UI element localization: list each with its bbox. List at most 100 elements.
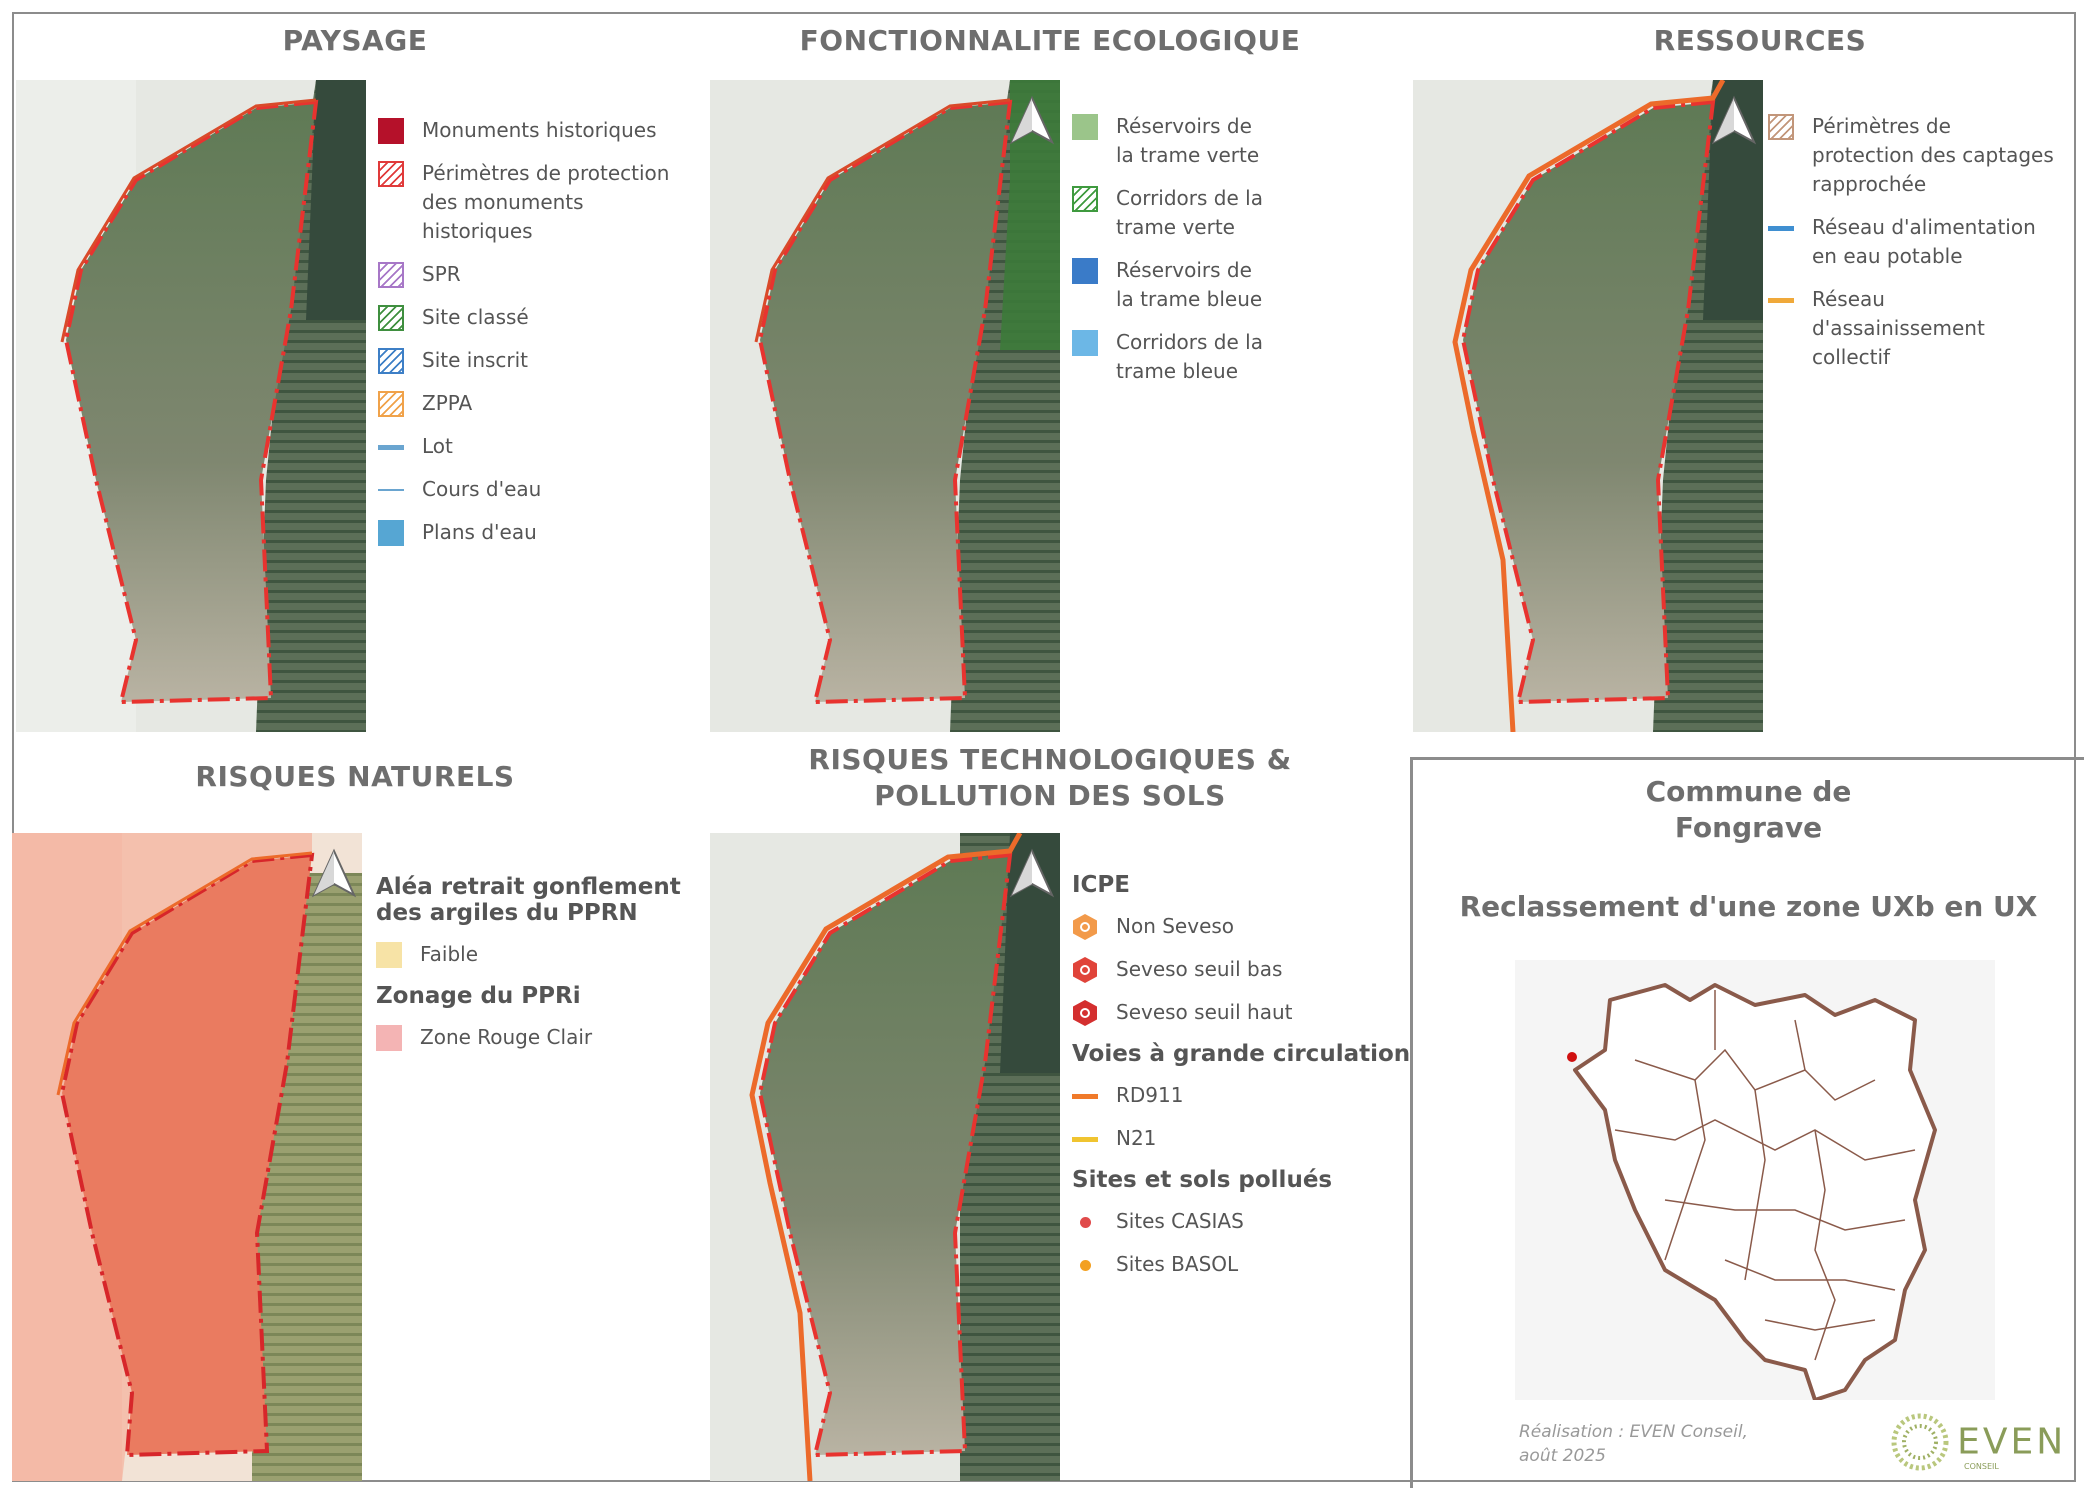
legend-item-label: Sites BASOL <box>1116 1252 1239 1276</box>
legend-item: Cours d'eau <box>378 475 678 504</box>
legend-item-label: Seveso seuil bas <box>1116 957 1283 981</box>
legend-item: Faible <box>376 940 696 969</box>
legend-item-label: Corridors de la trame verte <box>1116 186 1263 239</box>
dot-icon <box>1072 1209 1098 1235</box>
swatch <box>1072 114 1098 140</box>
swatch <box>378 305 404 331</box>
legend-item: ZPPA <box>378 389 678 418</box>
map-risques-naturels <box>12 833 362 1481</box>
legend-item-label: Monuments historiques <box>422 118 657 142</box>
map-paysage <box>16 80 366 732</box>
legend-item: Sites CASIAS <box>1072 1207 1412 1236</box>
north-arrow-icon <box>1711 95 1757 145</box>
aerial-photo <box>1413 80 1763 732</box>
legend-item-label: Sites CASIAS <box>1116 1209 1244 1233</box>
legend-item-label: Corridors de la trame bleue <box>1116 330 1263 383</box>
legend-item-label: ZPPA <box>422 391 473 415</box>
hexagon-icon <box>1072 957 1098 983</box>
legend-item-label: Faible <box>420 942 479 966</box>
aerial-photo <box>12 833 362 1481</box>
legend-heading: ICPE <box>1072 872 1131 898</box>
commune-title: Commune de Fongrave <box>1645 775 1852 844</box>
swatch <box>1768 287 1794 313</box>
legend-item: RD911 <box>1072 1081 1412 1110</box>
commune-map <box>1515 960 1995 1402</box>
legend-item-label: Non Seveso <box>1116 914 1235 938</box>
swatch <box>378 262 404 288</box>
legend-item: Non Seveso <box>1072 912 1412 941</box>
panel-title-fonctionnalite: FONCTIONNALITE ECOLOGIQUE <box>799 24 1301 57</box>
legend-item: Site classé <box>378 303 678 332</box>
legend-item-label: Lot <box>422 434 453 458</box>
north-arrow-icon <box>1009 848 1055 898</box>
panel-title-risques-naturels: RISQUES NATURELS <box>195 760 515 793</box>
even-logo-text: EVEN <box>1957 1421 2067 1463</box>
swatch <box>378 161 404 187</box>
hexagon-icon <box>1072 914 1098 940</box>
swatch <box>1768 215 1794 241</box>
legend-item: Lot <box>378 432 678 461</box>
legend-item-label: Zone Rouge Clair <box>420 1025 593 1049</box>
legend-item: Zone Rouge Clair <box>376 1023 696 1052</box>
hexagon-icon <box>1072 1000 1098 1026</box>
legend-item-label: Réseau d'alimentation en eau potable <box>1812 215 2036 268</box>
swatch <box>1072 330 1098 356</box>
legend-risques-techno: ICPE Non Seveso Seveso seuil bas Seveso se… <box>1072 866 1412 1293</box>
legend-item-label: Cours d'eau <box>422 477 542 501</box>
swatch <box>376 1025 402 1051</box>
swatch <box>378 477 404 503</box>
legend-item-label: Site classé <box>422 305 529 329</box>
commune-inset: Commune de Fongrave Reclassement d'une z… <box>1410 757 2084 1488</box>
legend-item: Réseau d'alimentation en eau potable <box>1768 213 2058 271</box>
swatch <box>378 348 404 374</box>
aerial-photo <box>16 80 366 732</box>
map-risques-techno <box>710 833 1060 1481</box>
dot-icon <box>1072 1252 1098 1278</box>
legend-item: SPR <box>378 260 678 289</box>
swatch <box>1072 1083 1098 1109</box>
legend-item: N21 <box>1072 1124 1412 1153</box>
legend-paysage: Monuments historiques Périmètres de prote… <box>378 116 678 561</box>
map-ressources <box>1412 80 1764 732</box>
even-logo-subtext: CONSEIL <box>1964 1462 1999 1471</box>
legend-item: Monuments historiques <box>378 116 678 145</box>
even-leaf-icon <box>1891 1413 1949 1471</box>
commune-subtitle: Reclassement d'une zone UXb en UX <box>1459 890 2038 923</box>
legend-item: Plans d'eau <box>378 518 678 547</box>
legend-item-label: Périmètres de protection des captages ra… <box>1812 114 2054 196</box>
north-arrow-icon <box>1009 95 1055 145</box>
location-dot <box>1567 1052 1577 1062</box>
legend-item: Seveso seuil haut <box>1072 998 1412 1027</box>
legend-item-label: RD911 <box>1116 1083 1184 1107</box>
swatch <box>378 434 404 460</box>
swatch <box>378 118 404 144</box>
swatch <box>1072 1126 1098 1152</box>
legend-item-label: Réservoirs de la trame bleue <box>1116 258 1263 311</box>
legend-item-label: Réservoirs de la trame verte <box>1116 114 1260 167</box>
legend-item: Réseau d'assainissement collectif <box>1768 285 2058 372</box>
legend-item-label: Site inscrit <box>422 348 529 372</box>
swatch <box>1768 114 1794 140</box>
legend-heading: Zonage du PPRi <box>376 983 581 1009</box>
credit-line-2: août 2025 <box>1519 1446 1606 1466</box>
aerial-photo <box>710 833 1060 1481</box>
legend-item-label: Seveso seuil haut <box>1116 1000 1293 1024</box>
legend-item: Sites BASOL <box>1072 1250 1412 1279</box>
legend-item: Réservoirs de la trame bleue <box>1072 256 1272 314</box>
map-fonctionnalite <box>710 80 1060 732</box>
legend-heading: Aléa retrait gonflement des argiles du P… <box>376 874 681 926</box>
legend-ressources: Périmètres de protection des captages ra… <box>1768 112 2058 386</box>
legend-item: Périmètres de protection des captages ra… <box>1768 112 2058 199</box>
legend-risques-naturels: Aléa retrait gonflement des argiles du P… <box>376 868 696 1066</box>
legend-heading: Voies à grande circulation <box>1072 1041 1411 1067</box>
even-logo: EVEN CONSEIL <box>1888 1410 2066 1474</box>
figure-frame <box>12 12 2076 1482</box>
swatch <box>1072 186 1098 212</box>
credit: Réalisation : EVEN Conseil, août 2025 <box>1519 1420 1748 1468</box>
legend-item: Seveso seuil bas <box>1072 955 1412 984</box>
panel-title-risques-techno: RISQUES TECHNOLOGIQUES & POLLUTION DES S… <box>808 743 1292 812</box>
swatch <box>378 391 404 417</box>
legend-item-label: Périmètres de protection des monuments h… <box>422 161 670 243</box>
commune-boundary-map <box>1567 983 1937 1402</box>
legend-item: Périmètres de protection des monuments h… <box>378 159 678 246</box>
